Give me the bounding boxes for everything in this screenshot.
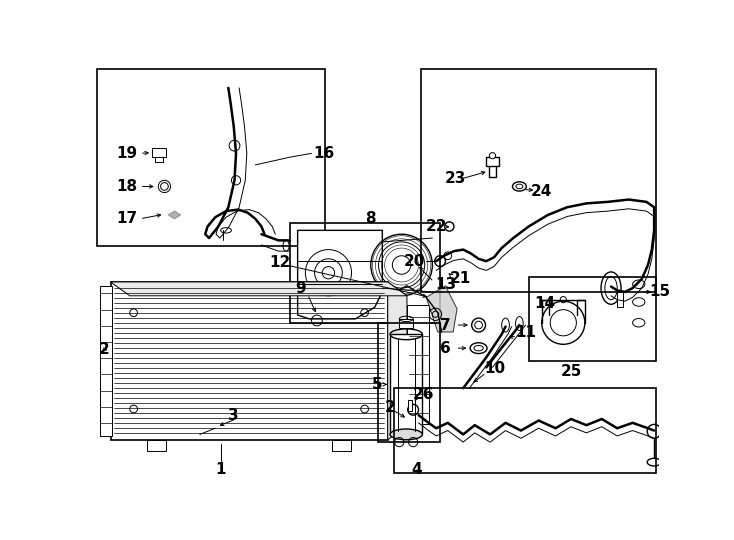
- Text: 24: 24: [531, 184, 552, 199]
- Bar: [155, 157, 163, 162]
- Polygon shape: [426, 286, 457, 332]
- Text: 6: 6: [440, 341, 451, 356]
- Polygon shape: [388, 282, 407, 440]
- Text: 22: 22: [426, 219, 448, 234]
- Text: 7: 7: [440, 318, 451, 333]
- Bar: [379, 323, 440, 442]
- Text: 3: 3: [228, 408, 239, 423]
- Text: 4: 4: [412, 462, 422, 477]
- Bar: [290, 222, 440, 323]
- Text: 11: 11: [515, 325, 537, 340]
- Text: 14: 14: [534, 296, 555, 311]
- Text: 5: 5: [371, 377, 382, 392]
- Bar: [100, 286, 112, 436]
- Text: 8: 8: [366, 211, 376, 226]
- Text: 17: 17: [117, 211, 138, 226]
- Bar: [152, 148, 166, 157]
- Text: 9: 9: [295, 281, 306, 295]
- Ellipse shape: [390, 429, 422, 440]
- Bar: [333, 440, 351, 450]
- Text: 21: 21: [449, 272, 470, 286]
- Text: 23: 23: [445, 171, 466, 186]
- Text: 19: 19: [117, 146, 138, 161]
- Bar: [489, 165, 496, 177]
- Text: 26: 26: [413, 387, 435, 402]
- Polygon shape: [297, 231, 382, 319]
- Polygon shape: [111, 282, 407, 296]
- Bar: [421, 69, 655, 292]
- Text: 16: 16: [314, 146, 335, 161]
- Circle shape: [490, 153, 495, 159]
- Text: 12: 12: [269, 255, 291, 270]
- Text: 20: 20: [403, 254, 425, 268]
- Text: 25: 25: [560, 364, 581, 379]
- Bar: [390, 334, 422, 434]
- Polygon shape: [168, 211, 181, 219]
- Bar: [487, 157, 498, 166]
- Text: 15: 15: [650, 285, 671, 300]
- Bar: [394, 388, 655, 473]
- Bar: [148, 440, 166, 450]
- Text: 10: 10: [484, 361, 506, 376]
- Bar: [98, 69, 324, 246]
- Bar: [399, 319, 413, 328]
- Text: 18: 18: [117, 179, 138, 194]
- Text: 1: 1: [215, 462, 226, 477]
- Bar: [407, 305, 429, 424]
- Bar: [617, 292, 623, 307]
- Text: 2: 2: [99, 342, 110, 357]
- Bar: [408, 400, 413, 410]
- Bar: [528, 276, 655, 361]
- Bar: [403, 417, 410, 438]
- Text: 13: 13: [435, 276, 457, 292]
- Bar: [111, 282, 388, 440]
- Text: 2: 2: [385, 400, 396, 415]
